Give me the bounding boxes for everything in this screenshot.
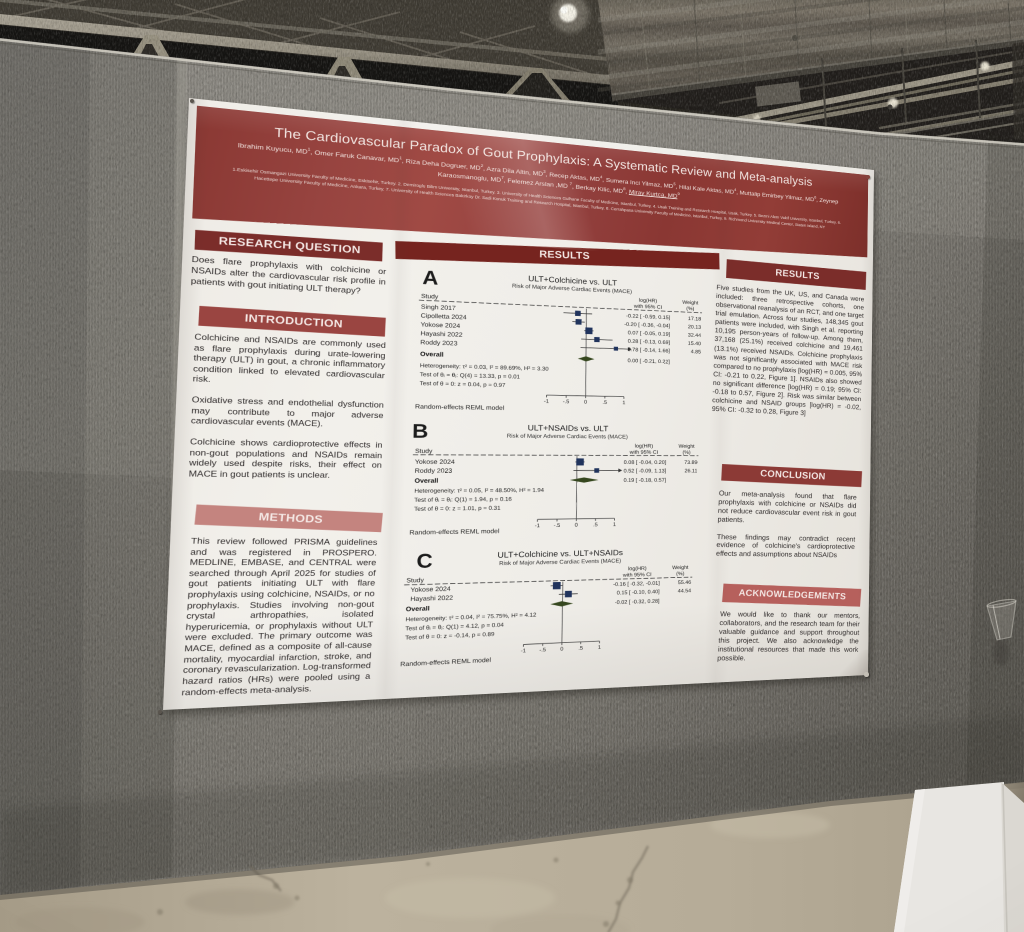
- svg-text:Study: Study: [415, 448, 433, 455]
- svg-text:Cipolletta 2024: Cipolletta 2024: [421, 312, 467, 321]
- svg-text:73.89: 73.89: [684, 460, 698, 465]
- svg-text:A: A: [422, 266, 438, 288]
- svg-text:Test of θᵢ = θⱼ: Q(1) = 4.12,: Test of θᵢ = θⱼ: Q(1) = 4.12, p = 0.04: [405, 622, 504, 632]
- svg-text:ULT+Colchicine vs. ULT+NSAIDs: ULT+Colchicine vs. ULT+NSAIDs: [497, 549, 623, 560]
- svg-text:4.85: 4.85: [691, 349, 702, 355]
- svg-text:-0.02 [ -0.32, 0.28]: -0.02 [ -0.32, 0.28]: [615, 599, 660, 606]
- svg-text:with 95% CI: with 95% CI: [622, 572, 652, 578]
- svg-text:Heterogeneity: τ² = 0.05, I² =: Heterogeneity: τ² = 0.05, I² = 48.50%, H…: [414, 488, 544, 495]
- svg-text:Yokose 2024: Yokose 2024: [415, 458, 455, 466]
- svg-text:Random-effects REML model: Random-effects REML model: [400, 656, 491, 668]
- svg-text:Risk of Major Adverse Cardiac: Risk of Major Adverse Cardiac Events (MA…: [512, 283, 632, 295]
- svg-text:0.19 [ -0.18, 0.57]: 0.19 [ -0.18, 0.57]: [624, 478, 667, 484]
- svg-text:Risk of Major Adverse Cardiac: Risk of Major Adverse Cardiac Events (MA…: [499, 558, 621, 566]
- svg-text:-0.20 [ -0.36, -0.04]: -0.20 [ -0.36, -0.04]: [624, 322, 670, 329]
- svg-text:Heterogeneity: τ² = 0.03, I² =: Heterogeneity: τ² = 0.03, I² = 89.69%, H…: [420, 363, 549, 372]
- svg-text:-0.16 [ -0.32, -0.01]: -0.16 [ -0.32, -0.01]: [613, 581, 660, 588]
- svg-text:0.78 [ -0.14, 1.66]: 0.78 [ -0.14, 1.66]: [628, 347, 670, 354]
- svg-text:15.40: 15.40: [688, 341, 701, 347]
- svg-text:1: 1: [598, 645, 602, 651]
- svg-text:0.07 [ -0.05, 0.19]: 0.07 [ -0.05, 0.19]: [628, 330, 670, 337]
- svg-text:C: C: [416, 550, 433, 572]
- svg-text:.5: .5: [578, 645, 583, 651]
- svg-text:0.15 [ -0.10, 0.40]: 0.15 [ -0.10, 0.40]: [617, 589, 660, 596]
- svg-text:17.18: 17.18: [688, 316, 701, 322]
- svg-text:.5: .5: [593, 522, 598, 528]
- svg-text:-.5: -.5: [539, 647, 546, 653]
- svg-text:Test of θᵢ = θⱼ: Q(4) = 13.33,: Test of θᵢ = θⱼ: Q(4) = 13.33, p = 0.01: [420, 372, 520, 380]
- svg-text:Weight: Weight: [672, 565, 688, 571]
- svg-text:Study: Study: [421, 293, 439, 300]
- svg-text:with 95% CI: with 95% CI: [633, 304, 662, 311]
- svg-text:(%): (%): [682, 450, 690, 456]
- svg-text:.5: .5: [603, 400, 608, 406]
- svg-text:26.11: 26.11: [685, 468, 698, 473]
- svg-text:Roddy 2023: Roddy 2023: [420, 338, 457, 347]
- svg-text:-.5: -.5: [563, 399, 570, 405]
- svg-text:0: 0: [560, 646, 564, 652]
- svg-text:0.08 [ -0.04, 0.20]: 0.08 [ -0.04, 0.20]: [624, 460, 667, 466]
- svg-text:Test of θ = 0: z = 0.04, p = 0: Test of θ = 0: z = 0.04, p = 0.97: [420, 381, 506, 389]
- svg-text:Random-effects REML model: Random-effects REML model: [415, 403, 505, 412]
- svg-text:20.13: 20.13: [688, 324, 701, 330]
- svg-text:Risk of Major Adverse Cardiac: Risk of Major Adverse Cardiac Events (MA…: [507, 433, 628, 440]
- svg-text:-.5: -.5: [554, 523, 561, 529]
- svg-text:ULT+NSAIDs vs. ULT: ULT+NSAIDs vs. ULT: [528, 424, 609, 434]
- svg-text:Test of θᵢ = θⱼ: Q(1) = 1.94,: Test of θᵢ = θⱼ: Q(1) = 1.94, p = 0.16: [414, 497, 512, 504]
- svg-text:0.00 [ -0.21, 0.22]: 0.00 [ -0.21, 0.22]: [628, 358, 670, 365]
- svg-text:1: 1: [613, 522, 616, 528]
- svg-text:(%): (%): [676, 571, 684, 577]
- svg-text:0.28 [ -0.13, 0.69]: 0.28 [ -0.13, 0.69]: [628, 339, 670, 346]
- svg-text:-1: -1: [535, 523, 541, 529]
- svg-text:(%): (%): [686, 306, 694, 312]
- svg-text:Weight: Weight: [678, 444, 694, 450]
- svg-text:Weight: Weight: [682, 300, 698, 306]
- svg-text:-0.22 [ -0.59, 0.15]: -0.22 [ -0.59, 0.15]: [626, 313, 670, 320]
- svg-text:log(HR): log(HR): [628, 566, 647, 572]
- svg-text:-1: -1: [544, 399, 549, 405]
- svg-text:Hayashi 2022: Hayashi 2022: [420, 329, 462, 338]
- svg-text:0.52 [ -0.09, 1.13]: 0.52 [ -0.09, 1.13]: [624, 468, 667, 474]
- svg-text:Overall: Overall: [415, 477, 439, 485]
- svg-text:0: 0: [575, 522, 579, 528]
- svg-text:Roddy 2023: Roddy 2023: [415, 467, 453, 475]
- svg-text:log(HR): log(HR): [639, 298, 657, 304]
- svg-text:Singh 2017: Singh 2017: [421, 303, 456, 312]
- svg-text:Random-effects REML model: Random-effects REML model: [409, 527, 499, 536]
- svg-text:Heterogeneity: τ² = 0.04, I² =: Heterogeneity: τ² = 0.04, I² = 75.75%, H…: [405, 612, 536, 623]
- svg-text:0: 0: [584, 399, 588, 405]
- svg-text:Test of θ = 0: z = -0.14, p =: Test of θ = 0: z = -0.14, p = 0.89: [405, 632, 495, 642]
- svg-text:Yokose 2024: Yokose 2024: [410, 585, 450, 594]
- svg-text:Test of θ = 0: z = 1.01, p = 0: Test of θ = 0: z = 1.01, p = 0.31: [414, 506, 501, 513]
- svg-text:-1: -1: [521, 648, 527, 654]
- svg-text:Yokose 2024: Yokose 2024: [421, 321, 461, 330]
- svg-text:32.44: 32.44: [688, 333, 701, 339]
- svg-text:B: B: [412, 420, 428, 442]
- svg-text:1: 1: [622, 400, 625, 406]
- svg-text:Overall: Overall: [406, 604, 430, 612]
- svg-text:44.54: 44.54: [678, 588, 692, 594]
- svg-text:log(HR): log(HR): [635, 444, 653, 450]
- svg-text:Study: Study: [406, 577, 424, 584]
- svg-text:with 95% CI: with 95% CI: [629, 450, 659, 456]
- svg-text:ULT+Colchicine vs. ULT: ULT+Colchicine vs. ULT: [528, 275, 617, 288]
- svg-text:55.46: 55.46: [678, 580, 692, 586]
- svg-text:Overall: Overall: [420, 350, 444, 358]
- svg-text:Hayashi 2022: Hayashi 2022: [410, 594, 453, 603]
